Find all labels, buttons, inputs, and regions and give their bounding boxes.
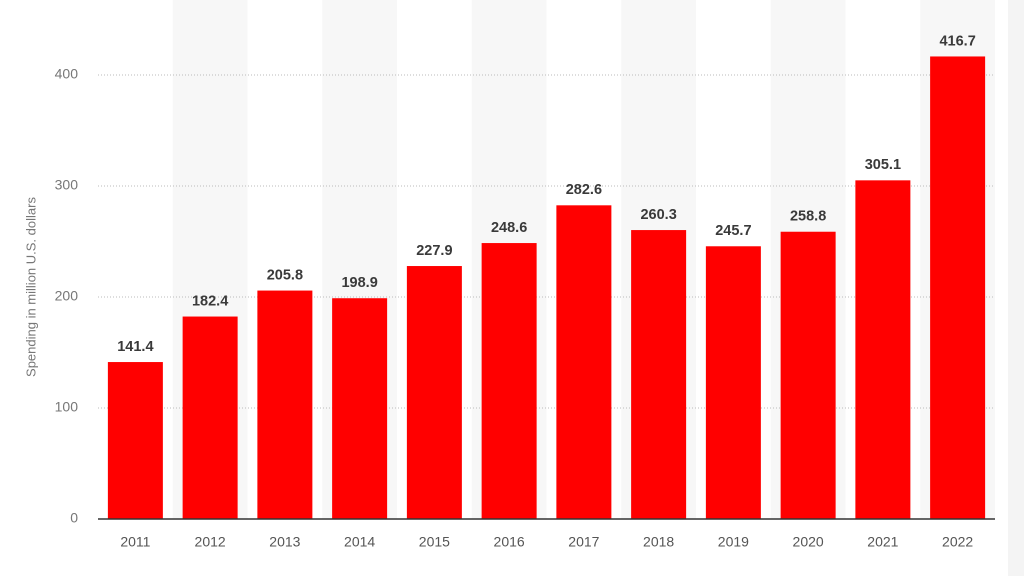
y-tick-label: 200 — [55, 288, 79, 304]
x-tick-label: 2022 — [942, 534, 973, 550]
bar — [332, 298, 388, 519]
value-label: 416.7 — [939, 33, 975, 49]
value-label: 198.9 — [341, 275, 377, 291]
value-label: 205.8 — [267, 267, 303, 283]
bar — [705, 246, 761, 519]
x-tick-label: 2018 — [643, 534, 674, 550]
bar — [481, 243, 537, 519]
value-label: 245.7 — [715, 223, 751, 239]
bar — [556, 205, 612, 519]
y-tick-label: 100 — [55, 399, 79, 415]
value-label: 182.4 — [192, 293, 228, 309]
x-tick-label: 2019 — [718, 534, 749, 550]
y-tick-label: 400 — [55, 66, 79, 82]
value-label: 258.8 — [790, 209, 826, 225]
y-tick-label: 300 — [55, 177, 79, 193]
x-tick-label: 2015 — [419, 534, 450, 550]
x-tick-label: 2017 — [568, 534, 599, 550]
value-label: 282.6 — [566, 182, 602, 198]
x-tick-label: 2021 — [867, 534, 898, 550]
bar — [182, 316, 238, 519]
x-tick-label: 2011 — [120, 534, 150, 550]
bar — [107, 362, 163, 519]
x-tick-label: 2013 — [269, 534, 300, 550]
x-tick-label: 2016 — [494, 534, 525, 550]
value-label: 260.3 — [640, 207, 676, 223]
bar — [930, 56, 986, 519]
bar — [855, 180, 911, 520]
bar — [257, 290, 313, 519]
x-tick-label: 2012 — [195, 534, 226, 550]
bar — [406, 266, 462, 519]
y-axis-title: Spending in million U.S. dollars — [23, 197, 38, 377]
value-label: 227.9 — [416, 243, 452, 259]
value-label: 248.6 — [491, 220, 527, 236]
bar — [631, 230, 687, 519]
value-label: 305.1 — [865, 157, 901, 173]
value-label: 141.4 — [117, 339, 153, 355]
y-tick-label: 0 — [70, 510, 78, 526]
bar — [780, 231, 836, 519]
x-tick-label: 2020 — [793, 534, 824, 550]
x-tick-label: 2014 — [344, 534, 375, 550]
side-panel — [1008, 0, 1024, 576]
